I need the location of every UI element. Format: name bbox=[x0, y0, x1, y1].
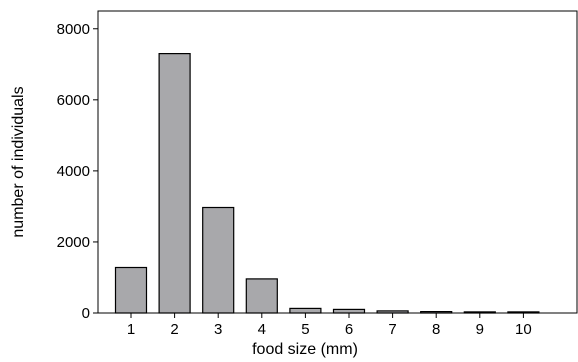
y-axis-title: number of individuals bbox=[10, 86, 27, 237]
x-tick-label: 1 bbox=[127, 321, 135, 338]
x-tick-label: 4 bbox=[258, 321, 266, 338]
x-tick-label: 6 bbox=[345, 321, 353, 338]
bar-9 bbox=[463, 311, 496, 314]
bar-6 bbox=[332, 308, 366, 314]
bars-group bbox=[114, 52, 540, 314]
bar-7 bbox=[376, 310, 409, 314]
bar-1 bbox=[114, 266, 148, 314]
bar-8 bbox=[420, 311, 453, 314]
x-axis-title: food size (mm) bbox=[252, 341, 358, 358]
y-tick-label: 8000 bbox=[57, 21, 90, 38]
bar-5 bbox=[289, 307, 322, 314]
x-tick-label: 8 bbox=[432, 321, 440, 338]
x-tick-label: 9 bbox=[476, 321, 484, 338]
x-tick-label: 10 bbox=[515, 321, 532, 338]
y-tick-label: 0 bbox=[82, 305, 90, 322]
bar-3 bbox=[202, 206, 235, 314]
bar-2 bbox=[158, 52, 191, 314]
x-axis-ticks: 1 2 3 4 5 6 7 8 9 10 bbox=[127, 313, 532, 338]
y-tick-label: 2000 bbox=[57, 234, 90, 251]
y-axis-ticks: 0 2000 4000 6000 8000 bbox=[57, 21, 98, 322]
x-tick-label: 3 bbox=[214, 321, 222, 338]
bar-10 bbox=[507, 311, 540, 314]
x-tick-label: 5 bbox=[301, 321, 309, 338]
x-tick-label: 7 bbox=[388, 321, 396, 338]
bar-4 bbox=[245, 278, 278, 314]
x-tick-label: 2 bbox=[170, 321, 178, 338]
y-tick-label: 4000 bbox=[57, 163, 90, 180]
y-tick-label: 6000 bbox=[57, 92, 90, 109]
